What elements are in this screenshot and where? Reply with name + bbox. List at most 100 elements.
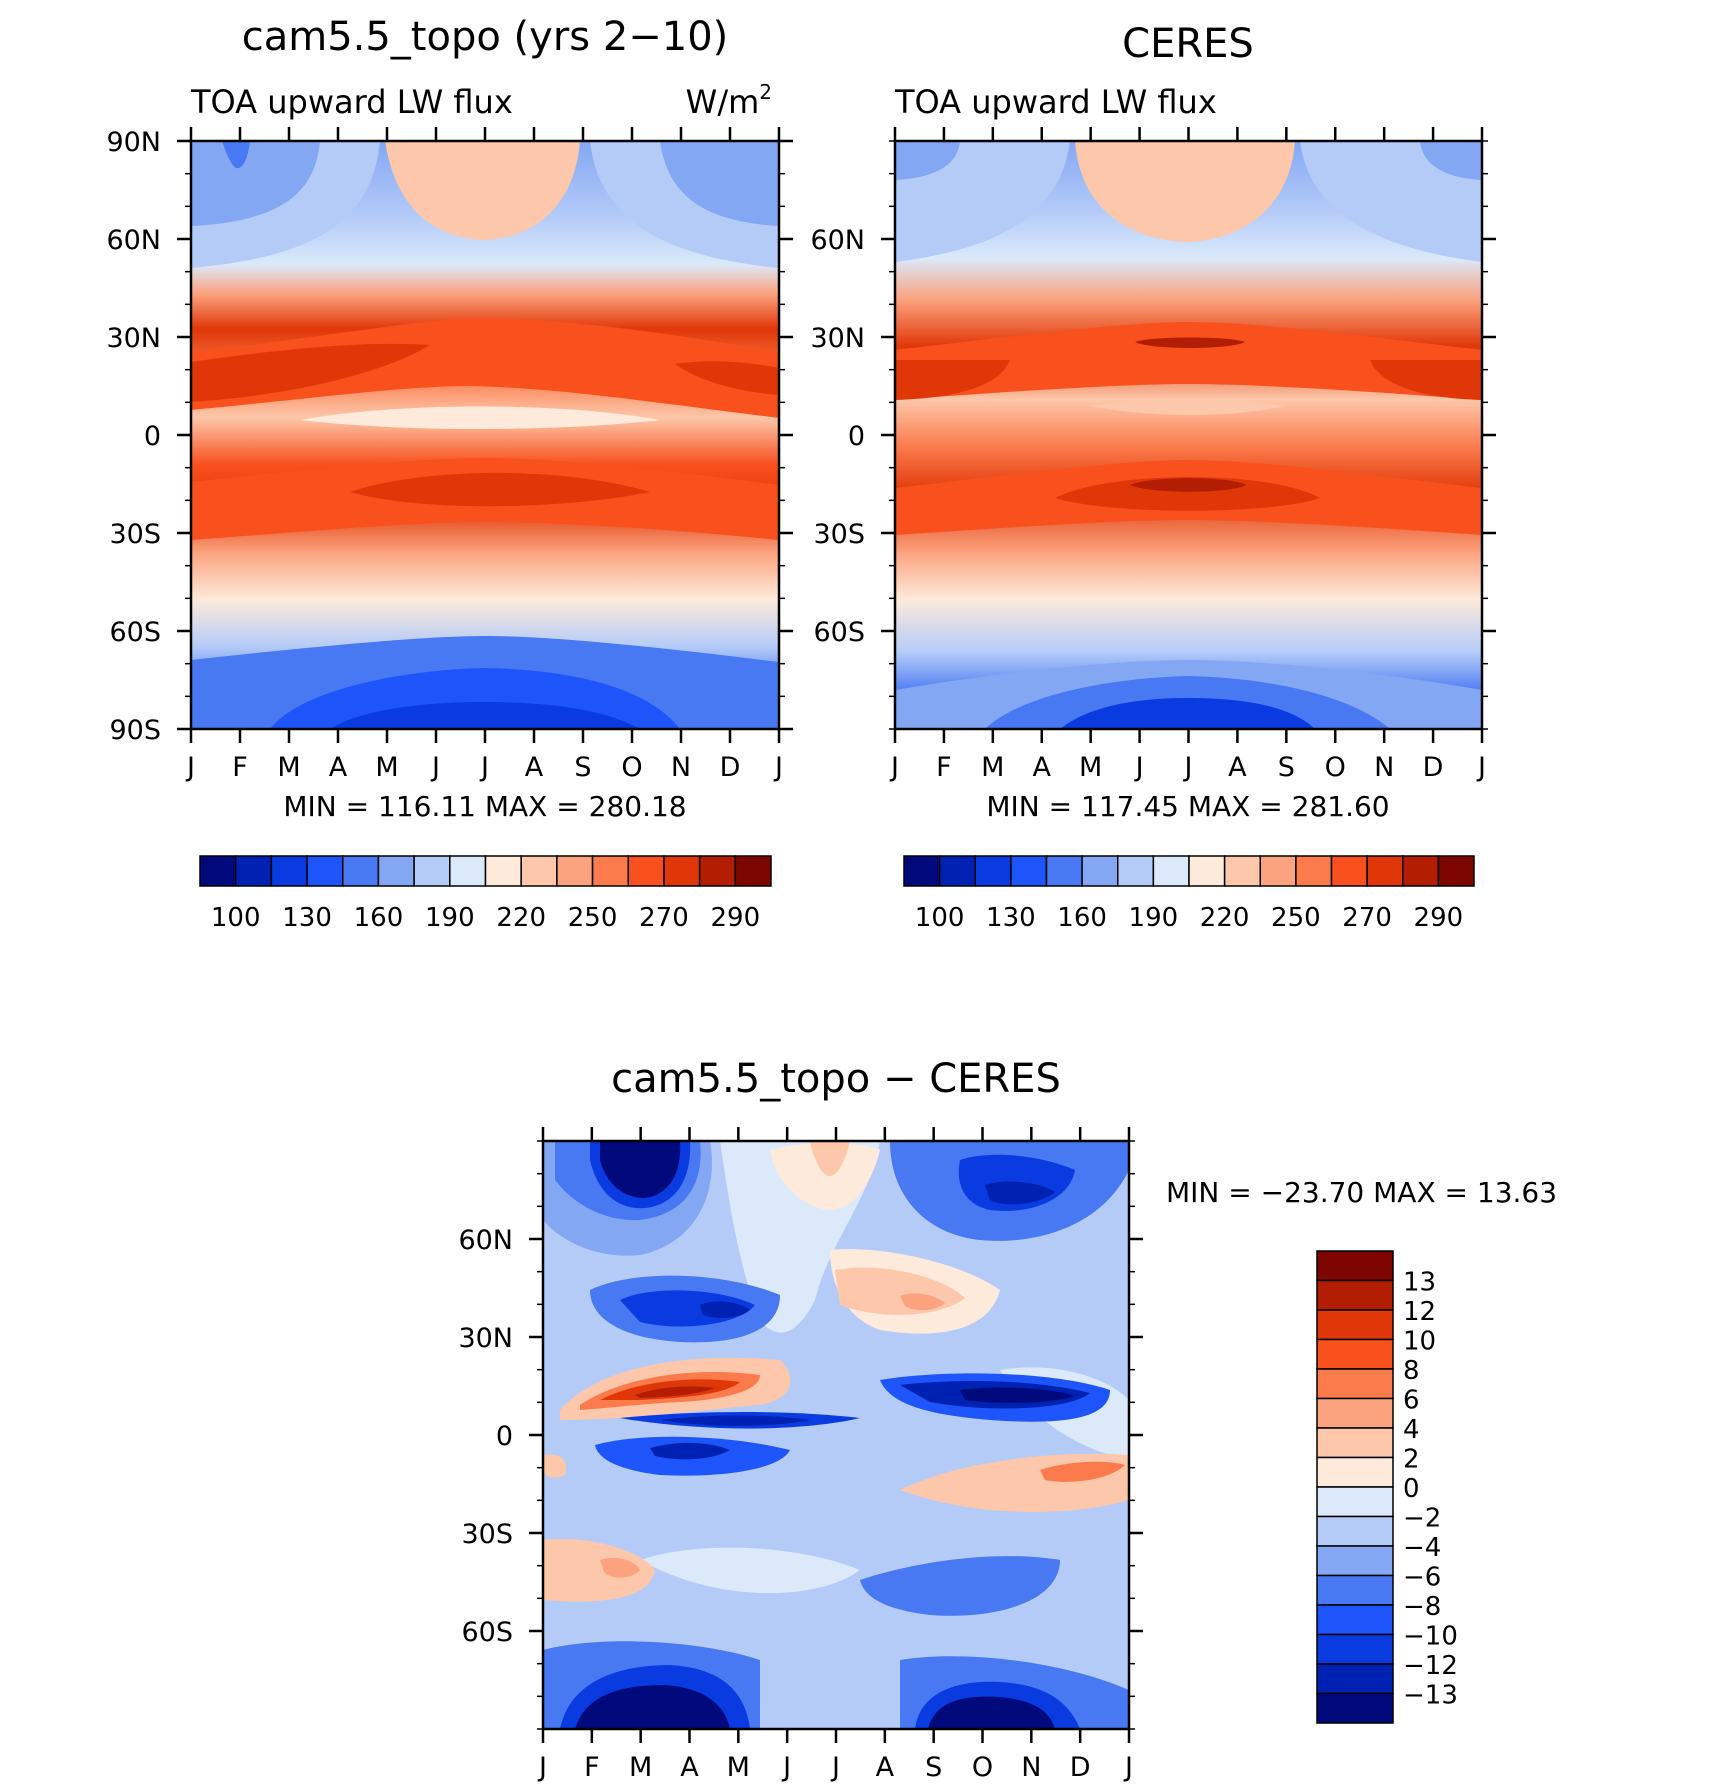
field-itcz xyxy=(300,406,660,429)
colorbar-swatch xyxy=(306,855,344,887)
x-tick-label: F xyxy=(232,752,248,783)
colorbar-swatch xyxy=(591,855,629,887)
field-nh-east-negative-min xyxy=(960,1387,1075,1404)
colorbar-label: 250 xyxy=(568,903,618,933)
x-tick-label: J xyxy=(1183,752,1193,783)
x-tick-label: S xyxy=(1278,752,1295,783)
colorbar-label: 100 xyxy=(915,903,965,933)
y-tick-label: 30S xyxy=(814,519,866,550)
x-tick-label: J xyxy=(773,752,783,783)
field-zero-south xyxy=(640,1547,860,1594)
colorbar-swatch xyxy=(1316,1427,1394,1459)
x-tick-label: O xyxy=(621,752,642,783)
y-tick-label: 90N xyxy=(106,127,161,158)
x-tick-label: J xyxy=(1123,1752,1133,1783)
colorbar-swatch xyxy=(413,855,451,887)
field-nh-max-2 xyxy=(1370,360,1482,400)
colorbar-label: −8 xyxy=(1403,1592,1441,1622)
field-arctic-summer xyxy=(1075,141,1295,242)
colorbar-swatch xyxy=(974,855,1012,887)
units-sup: 2 xyxy=(759,80,772,104)
field-arctic-core xyxy=(895,141,960,180)
field-arctic-core-2 xyxy=(660,141,779,226)
colorbar-label: −2 xyxy=(1403,1504,1441,1534)
colorbar-swatch xyxy=(199,855,237,887)
colorbar-swatch xyxy=(449,855,487,887)
colorbar-swatch xyxy=(1316,1338,1394,1370)
colorbar-swatch xyxy=(1316,1279,1394,1311)
field-sh-max xyxy=(350,472,650,507)
x-tick-label: J xyxy=(185,752,195,783)
x-tick-label: N xyxy=(671,752,691,783)
x-tick-label: D xyxy=(720,752,741,783)
field-nh-band xyxy=(191,318,779,418)
colorbar-label: 6 xyxy=(1403,1386,1420,1416)
y-tick-label: 30S xyxy=(110,519,162,550)
colorbar-label: 270 xyxy=(639,903,689,933)
colorbar-label: 100 xyxy=(211,903,261,933)
colorbar-swatch xyxy=(903,855,941,887)
panel-diff-colorbar xyxy=(1316,1250,1394,1724)
panel-model-colorbar-labels: 100 130 160 190 220 250 270 290 xyxy=(211,903,760,933)
colorbar-label: 220 xyxy=(1200,903,1250,933)
colorbar-label: 160 xyxy=(354,903,404,933)
field-dipole-negative-core xyxy=(660,1415,810,1426)
x-tick-label: O xyxy=(972,1752,993,1783)
colorbar-label: 290 xyxy=(1414,903,1464,933)
field-arctic-winter xyxy=(895,141,1070,262)
colorbar-swatch xyxy=(1316,1456,1394,1488)
field-midlat-positive-south xyxy=(543,1539,655,1602)
field-sh-max xyxy=(1055,477,1320,511)
panel-model-units: W/m2 xyxy=(686,80,772,121)
field-sh-positive-west xyxy=(543,1454,567,1478)
panel-diff-stats: MIN = −23.70 MAX = 13.63 xyxy=(1166,1176,1557,1209)
colorbar-swatch xyxy=(1316,1486,1394,1518)
colorbar-swatch xyxy=(1366,855,1404,887)
field-sh-positive-core xyxy=(1040,1461,1125,1482)
x-tick-label: M xyxy=(727,1752,750,1783)
x-tick-label: D xyxy=(1070,1752,1091,1783)
panel-obs-colorbar xyxy=(903,855,1475,887)
colorbar-swatch xyxy=(1316,1250,1394,1282)
colorbar-swatch xyxy=(1402,855,1440,887)
colorbar-label: −12 xyxy=(1403,1651,1458,1681)
field-dipole-positive-core xyxy=(635,1386,715,1398)
y-tick-label: 30N xyxy=(810,323,865,354)
x-tick-label: J xyxy=(430,752,440,783)
colorbar-label: 130 xyxy=(282,903,332,933)
panel-diff-y-labels: 60N 30N 0 30S 60S xyxy=(458,1225,513,1648)
x-tick-label: F xyxy=(584,1752,600,1783)
panel-diff-ticks xyxy=(529,1127,1143,1743)
x-tick-label: J xyxy=(781,1752,791,1783)
x-tick-label: J xyxy=(479,752,489,783)
field-arctic-negative-core xyxy=(600,1141,681,1198)
panel-diff: cam5.5_topo − CERES xyxy=(458,1056,1557,1783)
panel-obs-ticks xyxy=(881,127,1496,743)
colorbar-label: 160 xyxy=(1057,903,1107,933)
panel-model: cam5.5_topo (yrs 2−10) TOA upward LW flu… xyxy=(106,14,793,933)
y-tick-label: 60S xyxy=(814,617,866,648)
colorbar-label: 190 xyxy=(425,903,475,933)
y-tick-label: 0 xyxy=(496,1421,513,1452)
colorbar-swatch xyxy=(1316,1309,1394,1341)
x-tick-label: D xyxy=(1423,752,1444,783)
field-antarctic-negative-east-min xyxy=(928,1696,1055,1729)
colorbar-label: 2 xyxy=(1403,1445,1420,1475)
panel-model-title: cam5.5_topo (yrs 2−10) xyxy=(242,14,729,60)
field-nh-max xyxy=(895,360,1010,400)
colorbar-label: 10 xyxy=(1403,1327,1436,1357)
field-arctic-negative-east-min xyxy=(985,1181,1055,1205)
colorbar-swatch xyxy=(377,855,415,887)
colorbar-label: −6 xyxy=(1403,1563,1441,1593)
colorbar-swatch xyxy=(484,855,522,887)
colorbar-swatch xyxy=(1316,1633,1394,1665)
x-tick-label: A xyxy=(525,752,544,783)
x-tick-label: M xyxy=(375,752,398,783)
colorbar-label: 270 xyxy=(1342,903,1392,933)
colorbar-label: 290 xyxy=(710,903,760,933)
colorbar-swatch xyxy=(1295,855,1333,887)
field-nh-negative-min xyxy=(700,1301,750,1319)
y-tick-label: 90S xyxy=(110,715,162,746)
